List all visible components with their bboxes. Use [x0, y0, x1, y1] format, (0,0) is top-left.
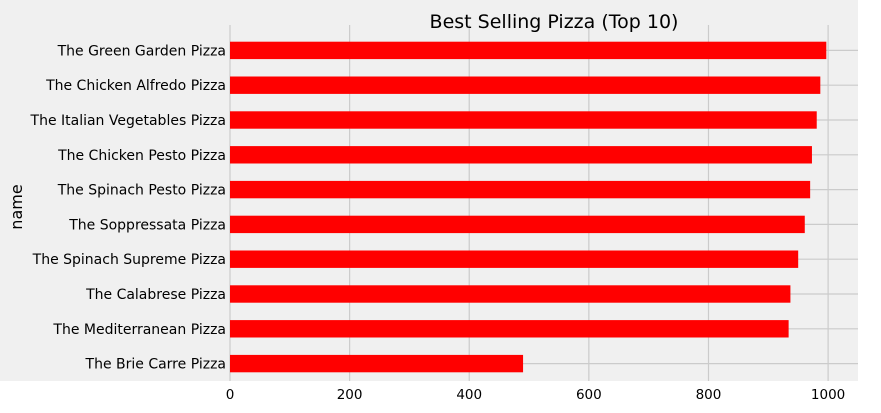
- y-tick-label: The Mediterranean Pizza: [52, 322, 226, 338]
- y-tick-label: The Chicken Alfredo Pizza: [45, 78, 226, 94]
- y-tick-labels: The Brie Carre Pizza The Mediterranean Pi…: [30, 43, 226, 372]
- y-tick-label: The Calabrese Pizza: [85, 287, 226, 303]
- y-tick-label: The Italian Vegetables Pizza: [30, 113, 226, 129]
- bar: [230, 285, 791, 303]
- y-tick-label: The Chicken Pesto Pizza: [57, 148, 226, 164]
- y-tick-label: The Green Garden Pizza: [57, 43, 226, 59]
- x-tick-label: 600: [576, 387, 602, 403]
- bar: [230, 146, 812, 164]
- bar: [230, 41, 827, 60]
- x-tick-labels: 0 200 400 600 800 1000: [226, 387, 846, 403]
- y-tick-label: The Spinach Supreme Pizza: [32, 252, 226, 268]
- y-tick-label: The Soppressata Pizza: [68, 217, 226, 233]
- bar: [230, 354, 524, 373]
- bar: [230, 320, 789, 338]
- x-tick-label: 1000: [811, 387, 845, 403]
- bars: [230, 41, 827, 373]
- bar: [230, 215, 805, 234]
- x-tick-label: 400: [456, 387, 482, 403]
- y-axis-label: name: [7, 184, 26, 229]
- bar: [230, 111, 817, 129]
- x-tick-label: 200: [337, 387, 363, 403]
- x-tick-label: 0: [226, 387, 235, 403]
- chart-title: Best Selling Pizza (Top 10): [430, 11, 679, 33]
- bar: [230, 250, 799, 268]
- x-tick-label: 800: [696, 387, 722, 403]
- y-tick-label: The Spinach Pesto Pizza: [57, 183, 226, 199]
- y-tick-label: The Brie Carre Pizza: [85, 357, 226, 373]
- bar: [230, 76, 821, 94]
- bar: [230, 180, 811, 199]
